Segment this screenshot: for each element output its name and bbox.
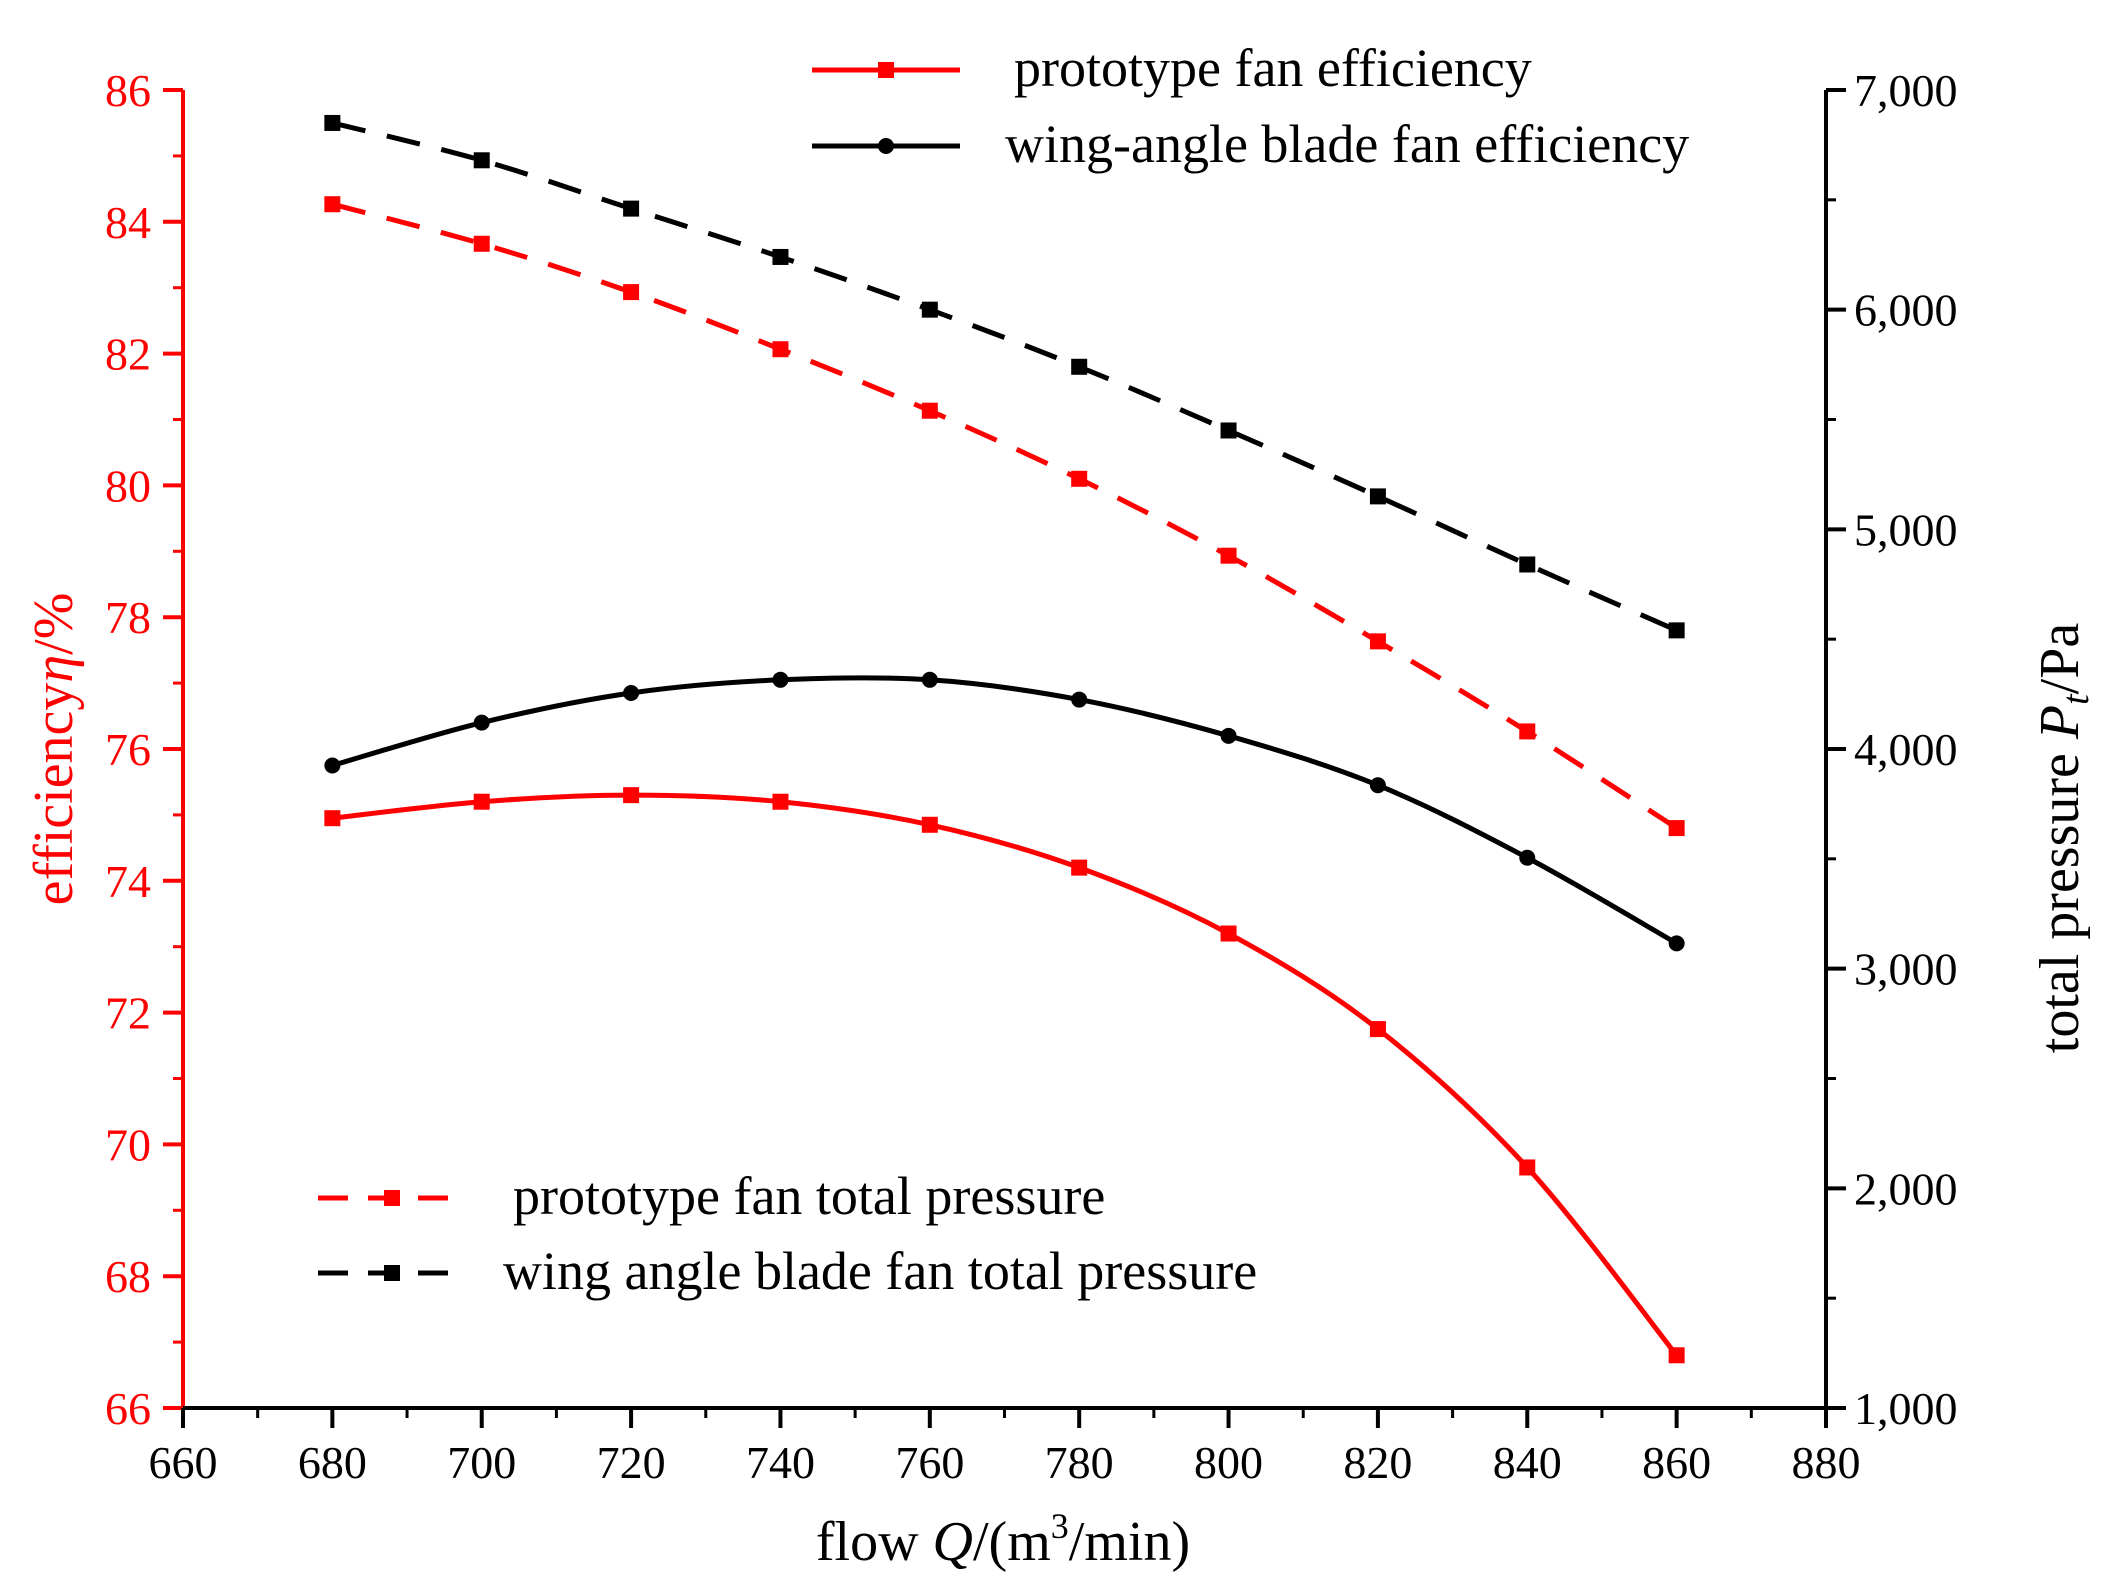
bottom-tick-label: 840 [1493, 1437, 1562, 1488]
data-point-prototype-fan-efficiency [473, 793, 490, 810]
left-tick-label: 80 [105, 460, 151, 511]
legend: prototype fan efficiency wing-angle blade… [318, 38, 1689, 1301]
data-point-prototype-fan-efficiency [772, 793, 789, 810]
legend-label-wing-angle-blade-fan-efficiency: wing-angle blade fan efficiency [1005, 114, 1689, 174]
data-point-prototype-fan-total-pressure [324, 196, 341, 213]
data-point-wing-angle-blade-fan-efficiency [772, 671, 789, 688]
data-point-wing-angle-blade-fan-efficiency [1071, 691, 1088, 708]
data-point-wing-angle-blade-fan-efficiency [623, 684, 640, 701]
bottom-tick-label: 760 [895, 1437, 964, 1488]
bottom-tick-label: 780 [1045, 1437, 1114, 1488]
data-point-wing-angle-blade-fan-efficiency [324, 757, 341, 774]
data-point-prototype-fan-efficiency [1220, 925, 1237, 942]
data-point-prototype-fan-total-pressure [921, 402, 938, 419]
right-tick-label: 1,000 [1854, 1383, 1958, 1434]
data-point-prototype-fan-total-pressure [1369, 633, 1386, 650]
data-point-prototype-fan-total-pressure [1220, 547, 1237, 564]
data-point-wing-angle-blade-fan-efficiency [1519, 849, 1536, 866]
bottom-tick-label: 800 [1194, 1437, 1263, 1488]
data-point-wing-angle-blade-fan-efficiency [473, 714, 490, 731]
left-tick-label: 68 [105, 1251, 151, 1302]
data-point-prototype-fan-total-pressure [772, 341, 789, 358]
data-point-wing-angle-blade-fan-total-pressure [324, 114, 341, 131]
series-group [324, 114, 1685, 1364]
data-point-wing-angle-blade-fan-total-pressure [623, 200, 640, 217]
left-tick-label: 66 [105, 1383, 151, 1434]
bottom-tick-label: 880 [1792, 1437, 1861, 1488]
data-point-wing-angle-blade-fan-efficiency [1220, 727, 1237, 744]
right-tick-label: 6,000 [1854, 285, 1958, 336]
bottom-tick-label: 660 [149, 1437, 218, 1488]
data-point-wing-angle-blade-fan-total-pressure [921, 301, 938, 318]
data-point-prototype-fan-total-pressure [473, 235, 490, 252]
left-axis-title: efficiencyη/% [23, 593, 85, 906]
bottom-axis-title: flow Q/(m3/min) [816, 1506, 1190, 1573]
left-tick-label: 86 [105, 65, 151, 116]
bottom-tick-label: 720 [597, 1437, 666, 1488]
right-tick-label: 5,000 [1854, 504, 1958, 555]
data-point-prototype-fan-efficiency [921, 816, 938, 833]
right-tick-label: 3,000 [1854, 944, 1958, 995]
data-point-wing-angle-blade-fan-total-pressure [1519, 556, 1536, 573]
legend-label-prototype-fan-efficiency: prototype fan efficiency [1014, 38, 1532, 98]
series-line-wing-angle-blade-fan-efficiency [331, 675, 1678, 946]
bottom-tick-label: 700 [447, 1437, 516, 1488]
left-tick-label: 74 [105, 856, 151, 907]
right-tick-label: 2,000 [1854, 1163, 1958, 1214]
data-point-wing-angle-blade-fan-efficiency [921, 671, 938, 688]
axes: 66 68 70 72 74 76 78 80 82 84 86 1,000 2,000 3,000 4,0… [105, 65, 1958, 1488]
legend-label-wing-angle-blade-fan-total-pressure: wing angle blade fan total pressure [503, 1241, 1257, 1301]
series-line-prototype-fan-efficiency [332, 792, 1679, 1357]
data-point-prototype-fan-total-pressure [1668, 820, 1685, 837]
right-axis-title: total pressure Pt/Pa [2029, 623, 2097, 1054]
right-tick-label: 4,000 [1854, 724, 1958, 775]
bottom-tick-label: 860 [1642, 1437, 1711, 1488]
data-point-wing-angle-blade-fan-total-pressure [1369, 488, 1386, 505]
data-point-wing-angle-blade-fan-efficiency [1369, 777, 1386, 794]
data-point-wing-angle-blade-fan-total-pressure [1220, 422, 1237, 439]
left-tick-label: 76 [105, 724, 151, 775]
legend-marker-wing-angle-blade-fan-efficiency [878, 138, 894, 154]
bottom-tick-label: 740 [746, 1437, 815, 1488]
data-point-prototype-fan-efficiency [1668, 1347, 1685, 1364]
bottom-tick-label: 680 [298, 1437, 367, 1488]
legend-marker-wing-angle-blade-fan-total-pressure [384, 1265, 400, 1281]
legend-marker-prototype-fan-total-pressure [384, 1190, 400, 1206]
data-point-wing-angle-blade-fan-total-pressure [473, 152, 490, 169]
data-point-wing-angle-blade-fan-total-pressure [772, 248, 789, 265]
left-tick-label: 70 [105, 1119, 151, 1170]
legend-label-prototype-fan-total-pressure: prototype fan total pressure [513, 1166, 1105, 1226]
series-line-wing-angle-blade-fan-total-pressure [331, 120, 1678, 633]
left-tick-label: 72 [105, 988, 151, 1039]
data-point-wing-angle-blade-fan-efficiency [1668, 935, 1685, 952]
data-point-prototype-fan-efficiency [1519, 1159, 1536, 1176]
data-point-prototype-fan-total-pressure [1519, 723, 1536, 740]
right-tick-label: 7,000 [1854, 65, 1958, 116]
data-point-prototype-fan-efficiency [1071, 859, 1088, 876]
data-point-wing-angle-blade-fan-total-pressure [1668, 622, 1685, 639]
bottom-tick-label: 820 [1343, 1437, 1412, 1488]
data-point-prototype-fan-efficiency [1369, 1021, 1386, 1038]
left-tick-label: 82 [105, 329, 151, 380]
data-point-prototype-fan-efficiency [324, 810, 341, 827]
data-point-wing-angle-blade-fan-total-pressure [1071, 358, 1088, 375]
legend-marker-prototype-fan-efficiency [878, 62, 894, 78]
left-tick-label: 84 [105, 197, 151, 248]
data-point-prototype-fan-total-pressure [1071, 470, 1088, 487]
data-point-prototype-fan-total-pressure [623, 284, 640, 301]
data-point-prototype-fan-efficiency [623, 787, 640, 804]
series-line-prototype-fan-total-pressure [331, 201, 1678, 831]
axis-titles: efficiencyη/% total pressure Pt/Pa flow Q/… [23, 593, 2097, 1573]
left-tick-label: 78 [105, 592, 151, 643]
